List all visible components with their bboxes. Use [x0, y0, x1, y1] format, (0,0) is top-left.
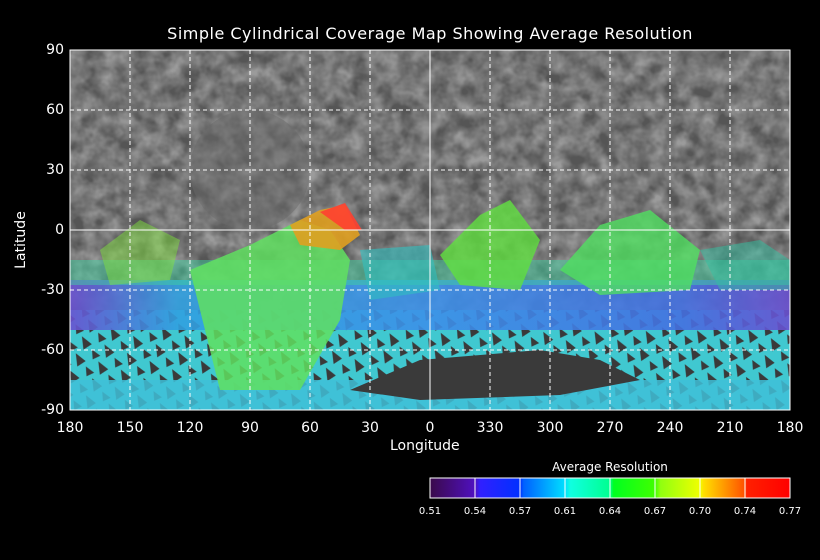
colorbar-frame — [429, 477, 791, 499]
y-tick-label: -90 — [41, 402, 64, 418]
x-tick-label: 240 — [656, 420, 684, 436]
grid-lines — [70, 50, 790, 410]
colorbar-tick-label: 0.70 — [688, 506, 712, 517]
y-tick-label: 60 — [46, 102, 64, 118]
y-tick-label: 30 — [46, 162, 64, 178]
y-tick-label: -30 — [41, 282, 64, 298]
colorbar-tick-label: 0.77 — [778, 506, 802, 517]
x-tick-label: 30 — [361, 420, 379, 436]
colorbar-tick-label: 0.51 — [418, 506, 442, 517]
x-tick-label: 180 — [56, 420, 84, 436]
x-tick-label: 60 — [301, 420, 319, 436]
colorbar-tick-label: 0.64 — [598, 506, 622, 517]
colorbar-tick-label: 0.54 — [463, 506, 487, 517]
x-tick-label: 300 — [536, 420, 564, 436]
map-title: Simple Cylindrical Coverage Map Showing … — [167, 24, 693, 43]
colorbar-tick-label: 0.67 — [643, 506, 667, 517]
x-tick-label: 120 — [176, 420, 204, 436]
x-tick-label: 270 — [596, 420, 624, 436]
map-frame — [69, 49, 791, 411]
x-tick-label: 0 — [425, 420, 435, 436]
y-tick-label: 90 — [46, 42, 64, 58]
y-tick-label: -60 — [41, 342, 64, 358]
colorbar-tick-label: 0.74 — [733, 506, 757, 517]
x-tick-label: 330 — [476, 420, 504, 436]
colorbar-tick-label: 0.61 — [553, 506, 577, 517]
x-tick-label: 90 — [241, 420, 259, 436]
x-axis-label: Longitude — [390, 438, 460, 454]
colorbar-tick-label: 0.57 — [508, 506, 532, 517]
colorbar-title: Average Resolution — [552, 460, 668, 474]
x-tick-label: 180 — [776, 420, 804, 436]
y-tick-label: 0 — [55, 222, 64, 238]
x-tick-label: 210 — [716, 420, 744, 436]
x-tick-label: 150 — [116, 420, 144, 436]
